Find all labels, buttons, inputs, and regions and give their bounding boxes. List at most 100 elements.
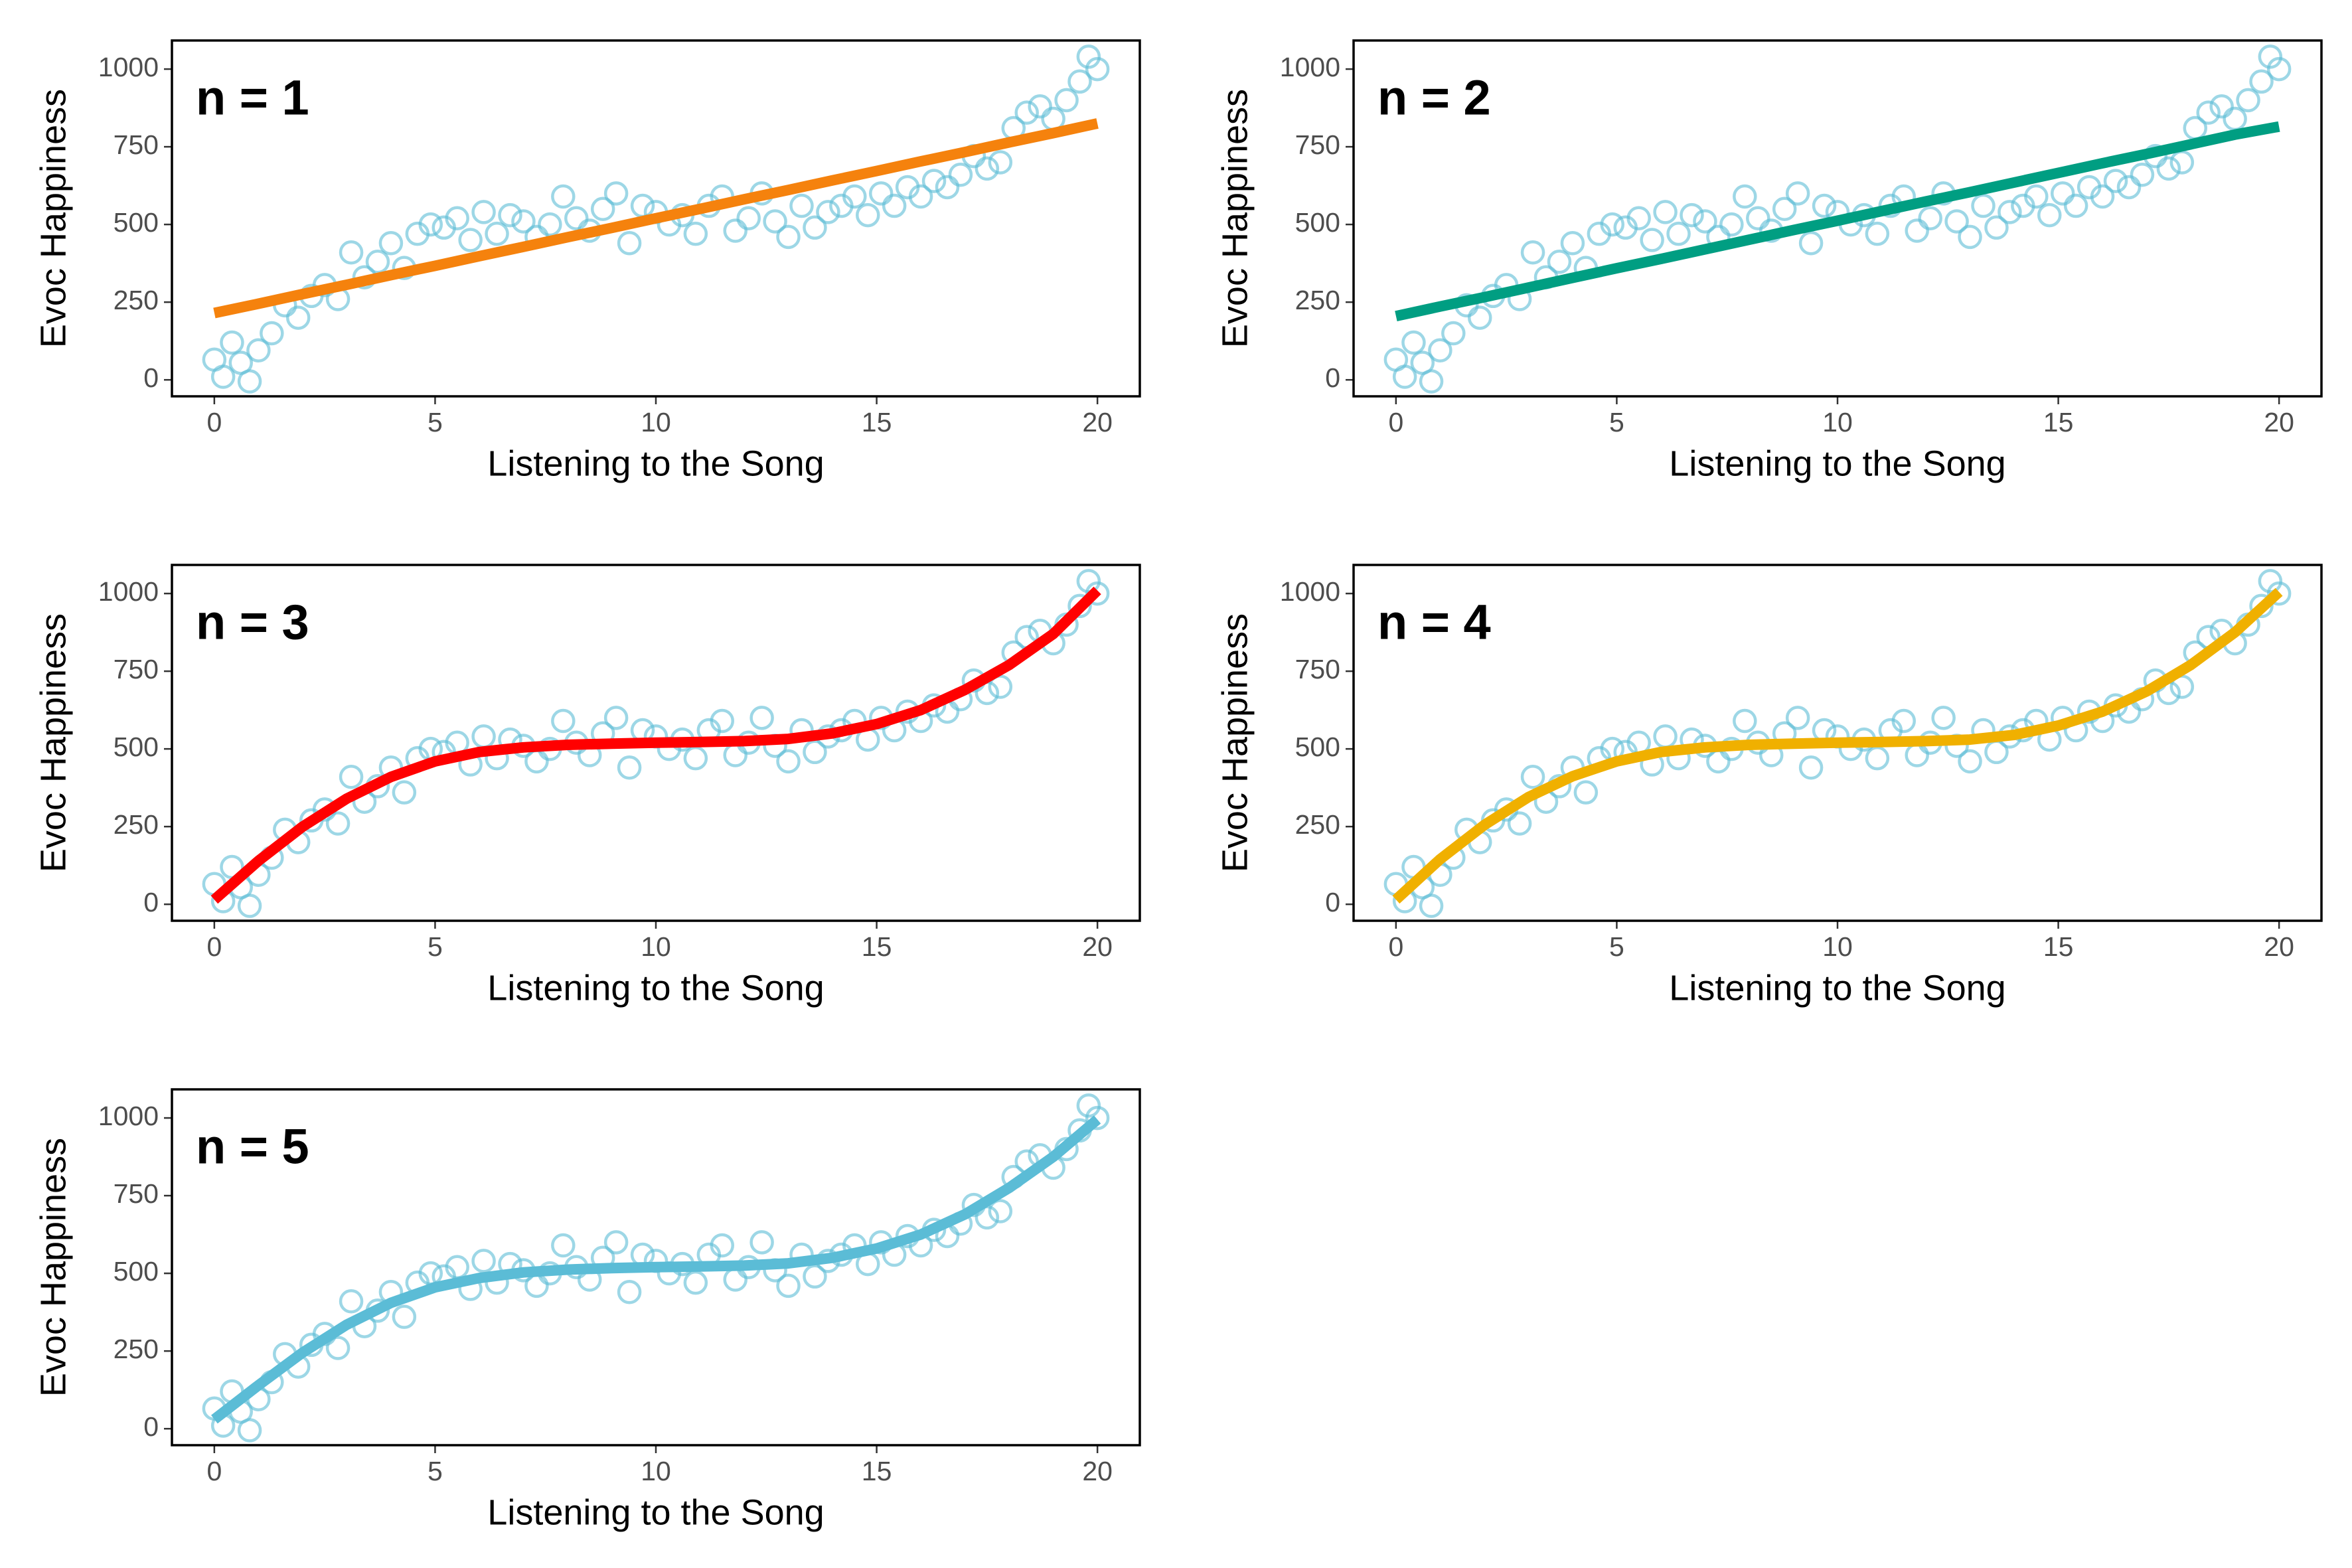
data-point — [1401, 330, 1426, 355]
y-axis-title: Evoc Happiness — [1215, 613, 1255, 872]
data-point — [1931, 706, 1956, 730]
x-axis-title: Listening to the Song — [487, 1492, 824, 1532]
y-tick-label: 500 — [1295, 732, 1340, 762]
annotation: n = 1 — [196, 70, 309, 125]
data-point — [1719, 212, 1744, 237]
data-point — [2063, 193, 2088, 218]
data-point — [749, 706, 774, 730]
y-tick-label: 750 — [1295, 654, 1340, 684]
data-point — [2024, 184, 2049, 209]
data-point — [1467, 305, 1492, 330]
data-point — [2169, 150, 2195, 175]
data-point — [538, 212, 562, 237]
data-point — [723, 1267, 747, 1292]
data-point — [2209, 94, 2234, 119]
plot-border — [171, 39, 1141, 398]
x-tick-label: 0 — [206, 931, 222, 962]
data-point — [603, 181, 629, 206]
x-tick-label: 0 — [206, 407, 222, 437]
data-point — [1640, 228, 1664, 252]
data-point — [1392, 364, 1417, 389]
y-axis-title: Evoc Happiness — [33, 1138, 73, 1397]
y-tick-label: 500 — [114, 207, 159, 238]
data-point — [2223, 106, 2247, 131]
y-tick-label: 750 — [1295, 129, 1340, 160]
data-point — [736, 206, 761, 231]
data-point — [511, 209, 536, 234]
x-tick-label: 20 — [1082, 1456, 1113, 1486]
x-axis-title: Listening to the Song — [1669, 968, 2005, 1008]
panel: 0 250 500 750 1000 0 5 10 15 20 Listening to the S… — [33, 39, 1141, 483]
data-point — [1085, 1105, 1110, 1131]
x-tick-label: 5 — [428, 407, 443, 437]
data-point — [1428, 338, 1452, 362]
data-point — [603, 706, 629, 730]
data-point — [1419, 369, 1444, 394]
data-point — [2266, 581, 2292, 606]
data-point — [856, 202, 880, 228]
y-tick-label: 750 — [114, 654, 159, 684]
y-tick-label: 1000 — [1280, 52, 1340, 82]
x-tick-label: 15 — [2043, 931, 2074, 962]
data-point — [921, 169, 947, 193]
data-point — [1680, 202, 1704, 228]
data-point — [1918, 206, 1942, 231]
panel: 0 250 500 750 1000 0 5 10 15 20 Listening to the S… — [1215, 564, 2323, 1008]
fit-line — [211, 1115, 1101, 1424]
data-point — [683, 1270, 708, 1295]
data-point — [1520, 765, 1545, 789]
y-axis-title: Evoc Happiness — [33, 89, 73, 348]
data-point — [445, 206, 469, 231]
x-tick-label: 20 — [2264, 407, 2294, 437]
data-point — [1560, 230, 1585, 256]
data-point — [1666, 221, 1691, 246]
data-point — [339, 765, 364, 789]
y-axis-title: Evoc Happiness — [1215, 89, 1255, 348]
data-point — [1865, 221, 1890, 246]
y-tick-label: 250 — [1295, 809, 1340, 840]
x-tick-label: 20 — [2264, 931, 2294, 962]
data-point — [1054, 88, 1079, 113]
data-point — [1573, 780, 1599, 805]
data-point — [1891, 708, 1917, 734]
y-tick-label: 750 — [114, 129, 159, 160]
data-point — [2156, 156, 2181, 181]
data-point — [1984, 215, 2009, 240]
x-tick-label: 5 — [1609, 931, 1624, 962]
data-point — [1507, 811, 1532, 836]
data-point — [683, 745, 708, 771]
data-point — [617, 230, 642, 256]
fit-line — [210, 586, 1101, 904]
data-point — [842, 184, 867, 209]
x-tick-label: 10 — [1822, 407, 1853, 437]
y-tick-label: 250 — [114, 1334, 159, 1364]
x-tick-label: 15 — [862, 1456, 892, 1486]
data-point — [1905, 743, 1929, 767]
y-tick-label: 500 — [114, 1256, 159, 1287]
data-point — [975, 156, 1000, 181]
data-point — [1746, 206, 1770, 231]
data-point — [617, 1279, 642, 1304]
panel: 0 250 500 750 1000 0 5 10 15 20 Listening to the S… — [33, 564, 1141, 1008]
data-point — [868, 181, 894, 206]
data-point — [749, 1230, 774, 1255]
x-axis-title: Listening to the Song — [1669, 443, 2005, 483]
x-tick-label: 20 — [1082, 407, 1113, 437]
data-point — [1798, 755, 1824, 780]
data-point — [1772, 196, 1797, 221]
y-tick-label: 1000 — [1280, 576, 1340, 607]
data-point — [763, 209, 787, 234]
y-tick-label: 1000 — [98, 52, 159, 82]
data-point — [325, 1336, 351, 1360]
y-tick-label: 250 — [1295, 285, 1340, 315]
data-point — [564, 206, 589, 231]
data-point — [948, 162, 973, 187]
data-point — [710, 708, 735, 734]
data-point — [1600, 212, 1625, 237]
y-tick-label: 750 — [114, 1178, 159, 1209]
plot-border — [171, 564, 1141, 922]
y-axis-title: Evoc Happiness — [33, 613, 73, 872]
y-tick-label: 0 — [143, 1411, 159, 1442]
data-point — [339, 240, 364, 265]
data-point — [1067, 593, 1092, 619]
